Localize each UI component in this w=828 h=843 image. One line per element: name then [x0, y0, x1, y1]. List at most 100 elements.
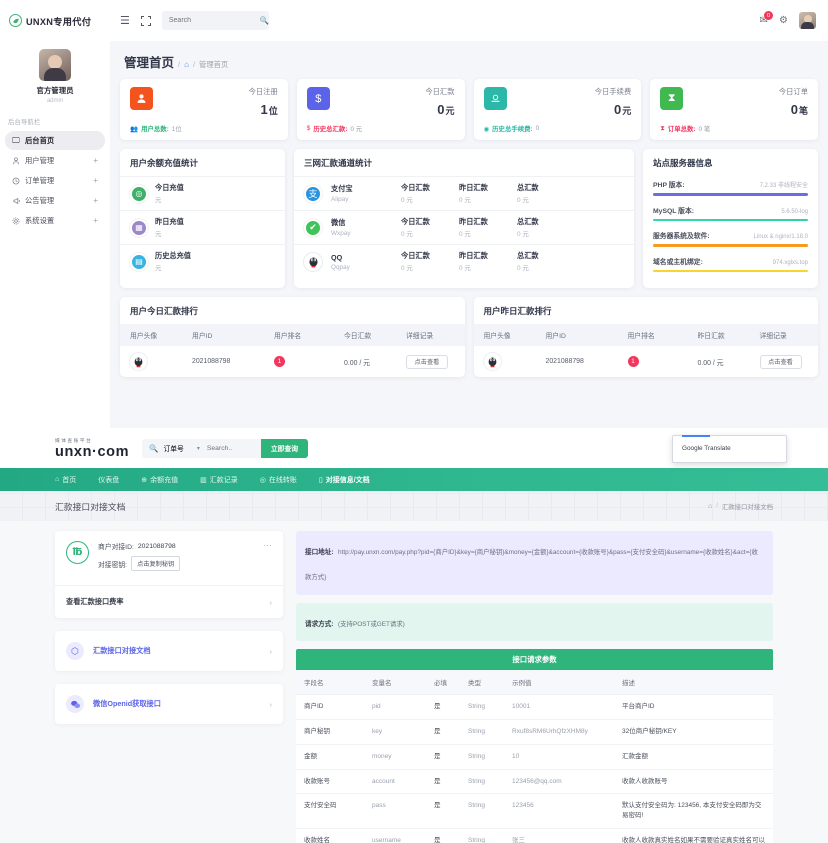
channel-name: 微信: [331, 218, 346, 227]
server-info-item: 服务器系统及软件: Linux & nginx/1.18.0: [643, 227, 818, 247]
stat-label: 今日订单: [778, 87, 808, 96]
sidebar-item-settings[interactable]: 系统设置 +: [5, 211, 105, 230]
sidebar-item-orders[interactable]: 订单管理 +: [5, 171, 105, 190]
docs-site-window: 媒体查账平台 unxn·com 🔍 订单号 ▾ 立即查询 账户余额 Google…: [0, 428, 828, 843]
stat-card-register: 今日注册 1位 👥 用户总数: 1位: [120, 79, 288, 140]
avatar[interactable]: [799, 12, 816, 29]
hourglass-icon: ⧗: [660, 87, 684, 110]
api-url-note: 接口地址: http://pay.unxn.com/pay.php?pid={商…: [296, 531, 773, 595]
cell-required: 是: [426, 828, 460, 843]
site-logo[interactable]: 媒体查账平台 unxn·com: [55, 437, 129, 460]
column-header: 用户头像: [483, 333, 511, 341]
sidebar-item-home[interactable]: 🖵 后台首页: [5, 131, 105, 150]
progress-bar: [653, 193, 808, 196]
column-header: 今日汇款: [401, 183, 430, 192]
wechat-icon: ✔: [304, 218, 322, 237]
api-url-label: 接口地址:: [305, 549, 334, 556]
channel-sub: Wxpay: [331, 230, 351, 237]
more-options-icon[interactable]: ···: [263, 540, 272, 550]
search-type-select[interactable]: 订单号 ▾: [163, 443, 206, 454]
api-url-value: http://pay.unxn.com/pay.php?pid={商户ID}&k…: [305, 549, 758, 581]
search-box[interactable]: 🔍: [161, 11, 270, 30]
nav-item-recharge[interactable]: ⊕ 余额充值: [141, 475, 178, 485]
nav-item-transfer[interactable]: ◎ 在线转账: [260, 475, 297, 485]
cell-desc: 默认支付安全码为: 123456, 本支付安全码即为交易密码!: [614, 793, 773, 829]
nav-item-records[interactable]: ▥ 汇款记录: [200, 475, 238, 485]
nav-item-docs[interactable]: ▯ 对接信息/文档: [319, 475, 370, 485]
link-row[interactable]: ⬡ 汇款接口对接文档 ›: [55, 631, 283, 671]
admin-sidebar: UNXN专用代付 官方管理员 admin 后台导航栏 🖵 后台首页 用户管理 +: [0, 0, 110, 428]
breadcrumb-current: 汇款接口对接文档: [721, 503, 773, 511]
sidebar-item-notices[interactable]: 公告管理 +: [5, 191, 105, 210]
view-detail-button[interactable]: 点击查看: [406, 354, 448, 369]
table-header: 字段名 变量名 必填 类型 示例值 描述: [296, 670, 773, 696]
site-search-input[interactable]: [206, 444, 261, 452]
table-caption: 接口请求参数: [296, 649, 773, 671]
brand-logo[interactable]: UNXN专用代付: [0, 0, 110, 41]
search-input[interactable]: [168, 17, 260, 24]
item-label: 历史总充值: [155, 251, 191, 260]
copy-key-button[interactable]: 点击复制秘钥: [131, 556, 181, 571]
expand-plus-icon[interactable]: +: [93, 215, 98, 225]
cell-var: pass: [364, 793, 426, 829]
list-item: ▦ 昨日充值 元: [120, 210, 285, 244]
table-row: 商户ID pid 是 String 10001 平台商户ID: [296, 694, 773, 721]
profile-name: 官方管理员: [36, 86, 74, 95]
chevron-right-icon: ›: [269, 699, 273, 709]
stat-foot-value: 0: [535, 125, 540, 132]
admin-content: 管理首页 / ⌂ / 管理首页 今日注册 1位: [110, 41, 828, 428]
leaf-circle-logo-icon: [9, 14, 22, 27]
avatar[interactable]: [39, 49, 71, 81]
home-icon[interactable]: ⌂: [184, 60, 189, 69]
view-detail-button[interactable]: 点击查看: [759, 354, 802, 369]
hourglass-icon: ⧗: [660, 124, 665, 132]
link-card-openid[interactable]: 微信Openid获取接口 ›: [55, 684, 283, 724]
nav-item-label: 余额充值: [150, 476, 179, 484]
item-label: 昨日充值: [155, 217, 184, 226]
item-value: 元: [155, 265, 162, 272]
profile-role: admin: [46, 98, 64, 104]
link-row[interactable]: 微信Openid获取接口 ›: [55, 684, 283, 724]
server-info-panel: 站点服务器信息 PHP 版本: 7.2.33 非线程安全 MySQL 版本: 5…: [643, 149, 818, 289]
column-header: 今日汇款: [401, 251, 430, 260]
merchant-id-label: 商户对接ID:: [98, 544, 134, 551]
google-translate-label: Google Translate: [682, 445, 731, 452]
expand-plus-icon[interactable]: +: [93, 175, 98, 185]
gear-icon[interactable]: ⚙: [779, 15, 788, 26]
cell-example: Rxuf8sRM6UrhQfzXHM8y: [504, 719, 614, 745]
cell-required: 是: [426, 744, 460, 770]
stat-label: 今日注册: [248, 87, 278, 96]
chevron-right-icon: ›: [269, 597, 273, 607]
server-info-key: 域名或主机绑定:: [653, 258, 703, 266]
plus-circle-icon: ⊕: [141, 476, 148, 484]
expand-plus-icon[interactable]: +: [93, 155, 98, 165]
view-rate-row[interactable]: 查看汇款接口费率 ›: [55, 585, 283, 618]
dollar-icon: $: [306, 87, 330, 110]
cell-var: username: [364, 828, 426, 843]
home-icon[interactable]: ⌂: [707, 502, 713, 510]
cell-type: String: [460, 828, 504, 843]
progress-bar: [653, 218, 808, 222]
left-column: ℔ 商户对接ID: 2021088798 对接密钥: 点击复制秘钥 ···: [55, 531, 283, 843]
table-row: 2021088798 1 0.00 / 元 点击查看: [474, 346, 819, 377]
sidebar-item-users[interactable]: 用户管理 +: [5, 151, 105, 170]
link-label: 汇款接口对接文档: [93, 646, 151, 655]
nav-item-home[interactable]: ⌂ 首页: [55, 475, 76, 485]
cell-example: 123456: [504, 793, 614, 829]
nav-item-dashboard[interactable]: 仪表盘: [98, 475, 119, 485]
expand-plus-icon[interactable]: +: [93, 195, 98, 205]
search-submit-button[interactable]: 立即查询: [260, 438, 309, 458]
channel-sub: Alipay: [331, 196, 349, 203]
expand-icon[interactable]: [140, 15, 151, 26]
table-row: 商户秘钥 key 是 String Rxuf8sRM6UrhQfzXHM8y 3…: [296, 719, 773, 745]
cell-user-id: 2021088798: [192, 358, 231, 366]
column-header: 总汇款: [517, 183, 539, 192]
mail-icon[interactable]: ✉ 0: [760, 11, 774, 26]
cell-amount: 0.00 / 元: [344, 359, 371, 367]
cell-example: 10001: [504, 694, 614, 721]
rank-badge: 1: [274, 356, 285, 368]
hamburger-icon[interactable]: ☰: [120, 15, 130, 27]
search-icon[interactable]: 🔍: [149, 443, 159, 453]
search-icon[interactable]: 🔍: [259, 16, 270, 25]
link-card-docs[interactable]: ⬡ 汇款接口对接文档 ›: [55, 631, 283, 671]
